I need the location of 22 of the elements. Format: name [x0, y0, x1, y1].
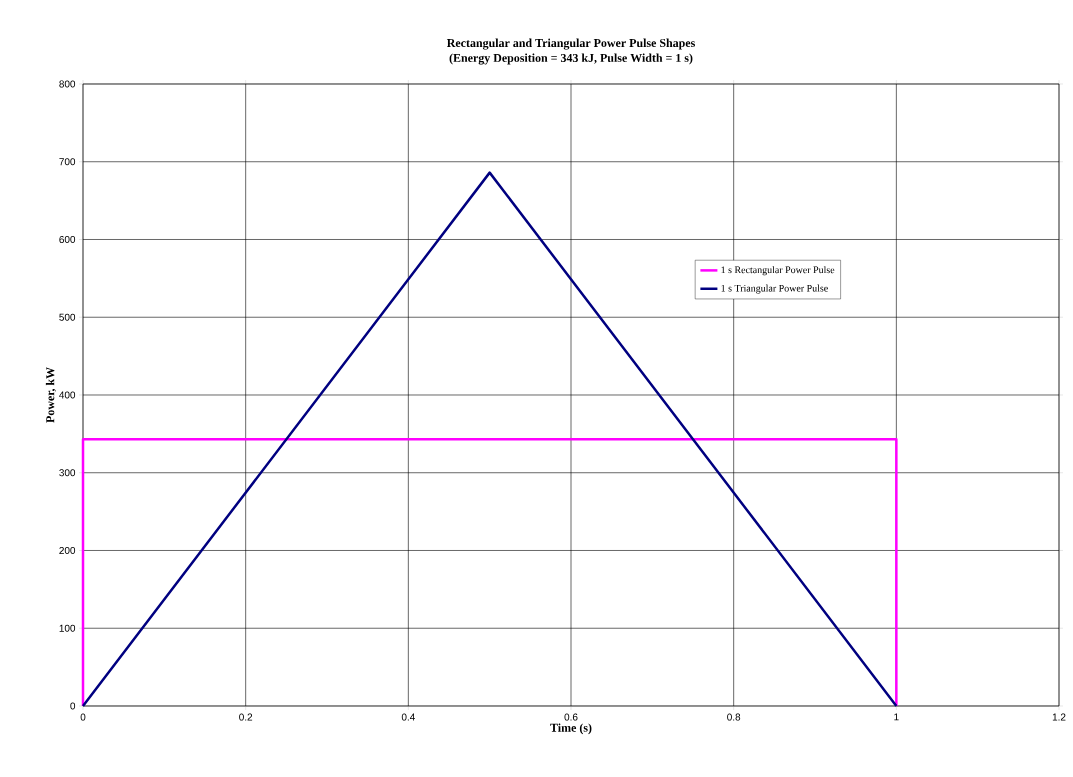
x-tick-label: 0 — [80, 713, 86, 721]
x-tick-label: 0.2 — [239, 713, 253, 721]
y-tick-label: 500 — [59, 313, 76, 321]
y-axis-title: Power, kW — [45, 367, 57, 423]
x-tick-label: 0.4 — [401, 713, 415, 721]
x-tick-label: 1 — [894, 713, 899, 721]
x-tick-label: 0.8 — [727, 713, 741, 721]
y-tick-label: 300 — [59, 469, 76, 477]
x-tick-label: 0.6 — [564, 713, 578, 721]
legend-label: 1 s Rectangular Power Pulse — [721, 266, 835, 276]
chart-subtitle: (Energy Deposition = 343 kJ, Pulse Width = 1 s) — [449, 53, 693, 65]
y-tick-label: 0 — [70, 702, 76, 710]
y-tick-label: 800 — [59, 80, 76, 88]
y-tick-label: 400 — [59, 391, 76, 399]
y-tick-label: 600 — [59, 235, 76, 244]
y-tick-label: 200 — [59, 546, 76, 555]
y-tick-label: 700 — [59, 158, 76, 166]
x-axis-title: Time (s) — [550, 723, 592, 735]
x-tick-label: 1.2 — [1052, 713, 1066, 721]
chart-title: Rectangular and Triangular Power Pulse Shapes — [446, 38, 695, 50]
legend-label: 1 s Triangular Power Pulse — [721, 284, 828, 294]
y-tick-label: 100 — [59, 624, 76, 632]
